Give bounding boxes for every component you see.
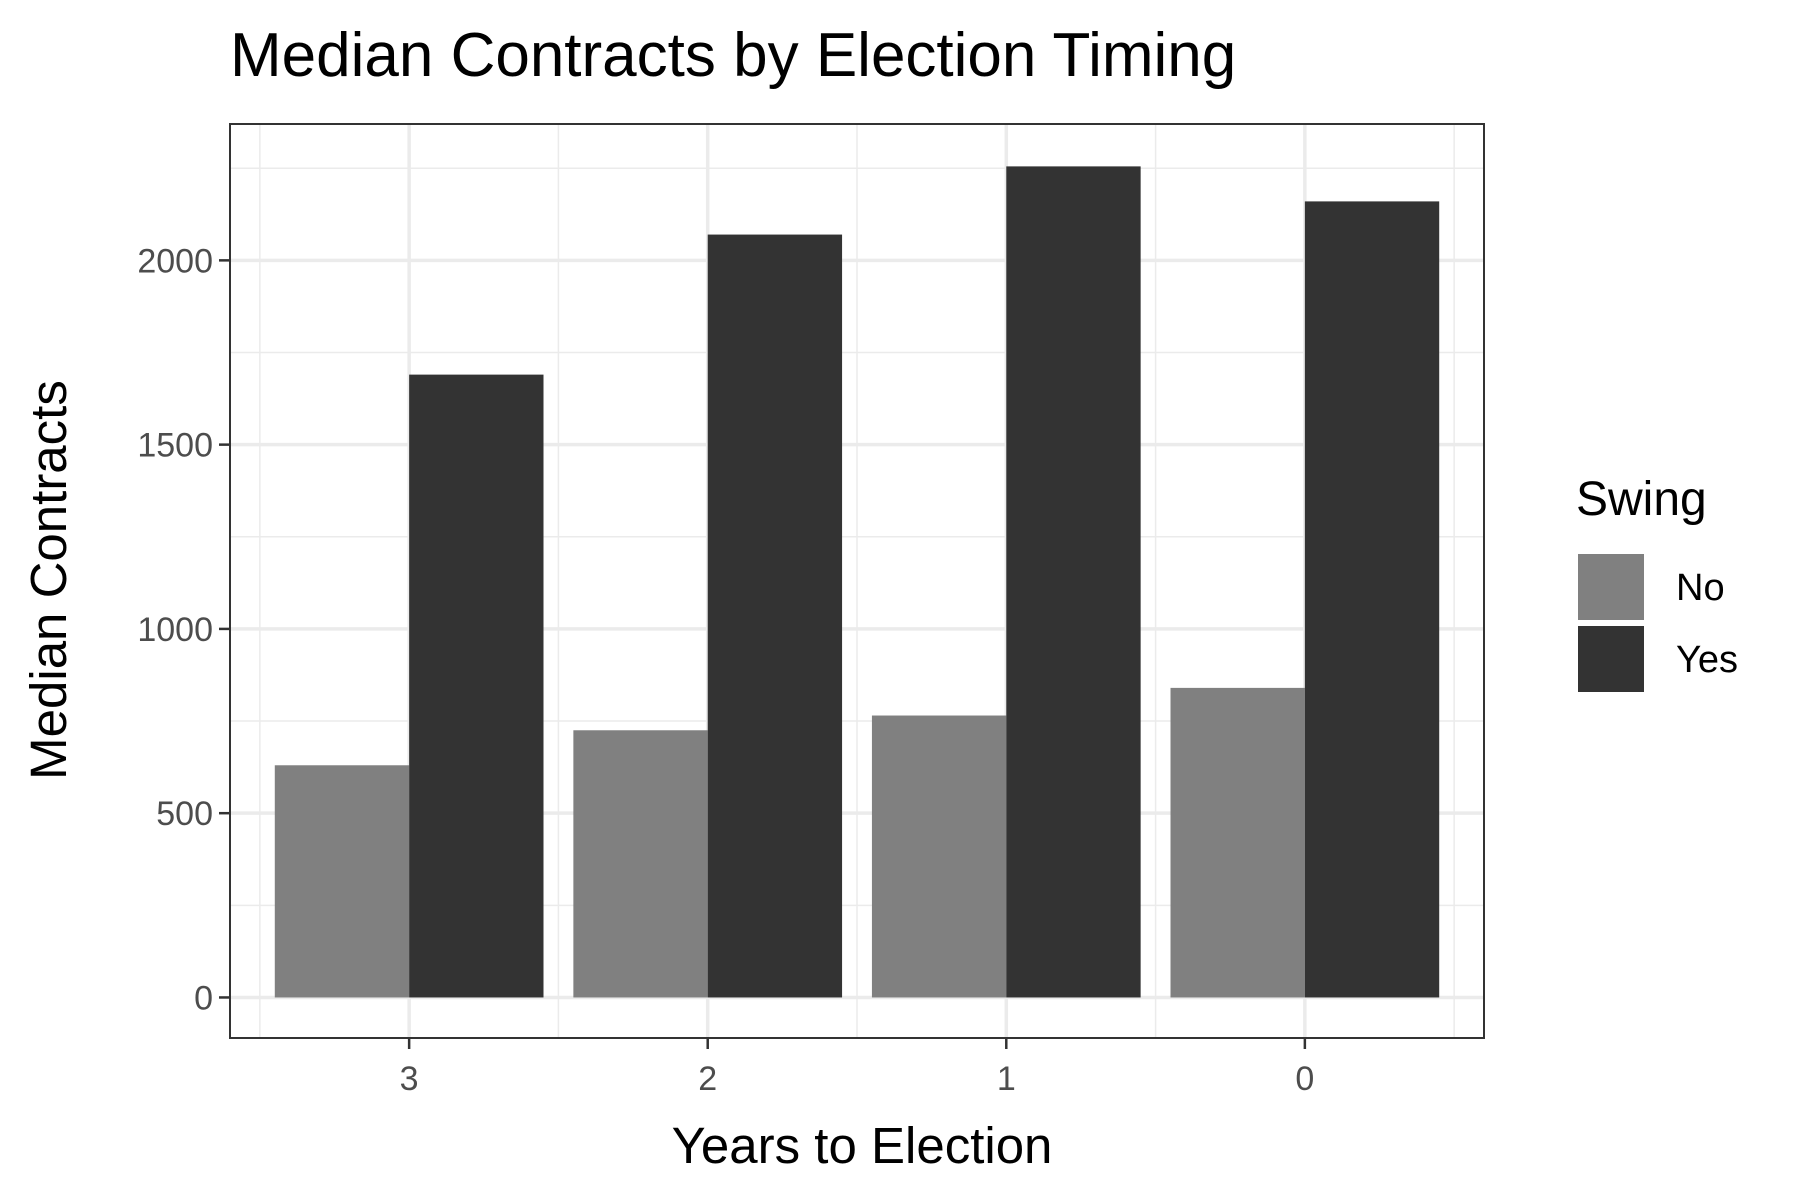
y-axis: 0 500 1000 1500 2000 <box>137 242 230 1017</box>
plot-border <box>229 123 1485 1039</box>
y-tick-label: 0 <box>194 979 213 1017</box>
x-tick-label: 0 <box>1295 1060 1314 1098</box>
bar-yes-3 <box>409 374 544 998</box>
x-axis: 3 2 1 0 <box>400 1038 1314 1098</box>
bar-yes-0 <box>1304 201 1440 998</box>
x-tick-label: 3 <box>400 1060 419 1098</box>
bar-yes-1 <box>1006 166 1141 998</box>
x-axis-title: Years to Election <box>672 1117 1053 1174</box>
y-tick-label: 1500 <box>137 427 213 465</box>
y-tick-label: 1000 <box>137 611 213 649</box>
legend: Swing No Yes <box>1576 473 1738 692</box>
legend-key-no <box>1578 554 1644 620</box>
bar-yes-2 <box>707 234 843 998</box>
legend-title: Swing <box>1576 473 1707 526</box>
y-axis-title: Median Contracts <box>20 380 77 780</box>
legend-key-yes <box>1578 626 1644 692</box>
y-tick-label: 2000 <box>137 242 213 280</box>
bars <box>274 166 1440 998</box>
legend-label-yes: Yes <box>1676 639 1738 681</box>
y-tick-label: 500 <box>156 795 213 833</box>
bar-no-3 <box>274 765 410 998</box>
x-tick-label: 1 <box>997 1060 1016 1098</box>
x-tick-label: 2 <box>698 1060 717 1098</box>
bar-no-1 <box>871 715 1007 998</box>
bar-no-0 <box>1170 687 1305 998</box>
legend-items: No Yes <box>1578 554 1738 692</box>
legend-label-no: No <box>1676 567 1725 609</box>
chart-title: Median Contracts by Election Timing <box>230 21 1236 90</box>
bar-no-2 <box>573 730 708 998</box>
